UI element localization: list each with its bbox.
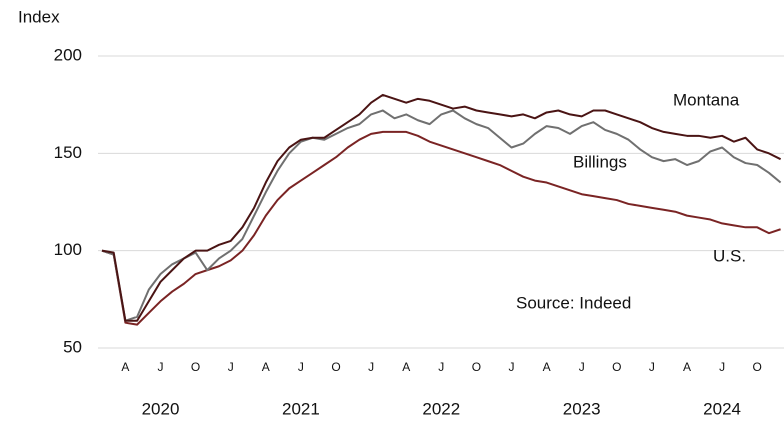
series-line xyxy=(101,93,782,322)
series-line xyxy=(101,130,781,326)
x-tick-label: A xyxy=(121,360,129,374)
x-tick-label: J xyxy=(719,360,725,374)
y-tick-label: 200 xyxy=(54,45,82,64)
x-tick-label: J xyxy=(158,360,164,374)
x-tick-label: J xyxy=(298,360,304,374)
year-label: 2023 xyxy=(563,399,601,418)
x-tick-label: A xyxy=(683,360,691,374)
x-tick-label: O xyxy=(753,360,762,374)
series-label: U.S. xyxy=(713,246,746,265)
y-tick-label: 150 xyxy=(54,143,82,162)
x-tick-label: J xyxy=(649,360,655,374)
series-label: Billings xyxy=(573,152,627,171)
y-axis-label: Index xyxy=(18,7,60,26)
series-label: Montana xyxy=(673,90,740,109)
y-tick-label: 50 xyxy=(63,337,82,356)
x-tick-label: J xyxy=(509,360,515,374)
x-tick-label: A xyxy=(402,360,410,374)
series-lines xyxy=(101,93,782,326)
source-note: Source: Indeed xyxy=(516,293,631,312)
year-label: 2022 xyxy=(422,399,460,418)
x-tick-label: O xyxy=(612,360,621,374)
x-tick-label: O xyxy=(191,360,200,374)
year-label: 2024 xyxy=(703,399,741,418)
y-tick-label: 100 xyxy=(54,240,82,259)
x-tick-label: J xyxy=(579,360,585,374)
x-tick-label: O xyxy=(331,360,340,374)
x-tick-label: J xyxy=(228,360,234,374)
year-label: 2020 xyxy=(142,399,180,418)
x-tick-label: J xyxy=(368,360,374,374)
x-tick-label: A xyxy=(543,360,551,374)
year-label: 2021 xyxy=(282,399,320,418)
x-tick-label: J xyxy=(438,360,444,374)
x-tick-label: O xyxy=(472,360,481,374)
x-tick-label: A xyxy=(262,360,270,374)
series-line xyxy=(101,109,782,322)
